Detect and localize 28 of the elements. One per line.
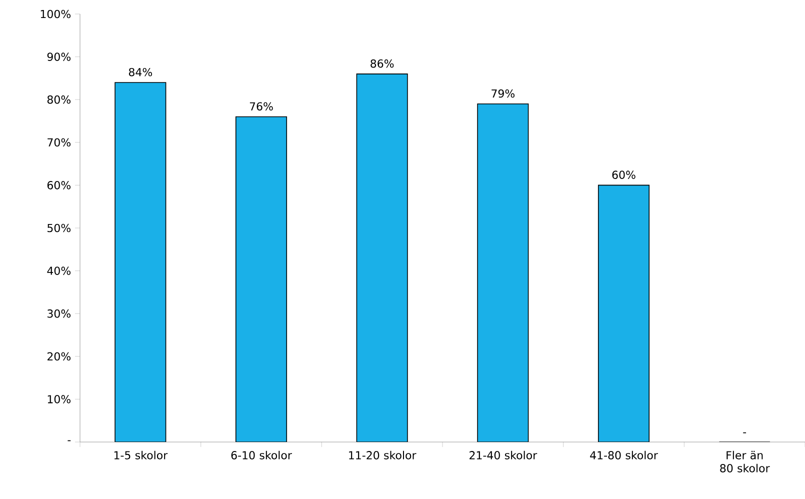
y-tick-label: 100% <box>40 10 71 18</box>
y-tick-label: 80% <box>47 95 71 104</box>
y-tick-label: 30% <box>48 309 71 318</box>
x-tick-label: Fler än 80 skolor <box>720 450 770 472</box>
y-tick-label: 60% <box>47 181 71 190</box>
bar <box>598 184 650 442</box>
x-tick-label: 11-20 skolor <box>349 450 416 460</box>
y-tick-label: - <box>68 440 71 442</box>
data-label: 60% <box>612 170 636 179</box>
data-label: 76% <box>250 102 273 111</box>
x-tick-label: 41-80 skolor <box>590 450 658 460</box>
x-tick-label: 21-40 skolor <box>470 450 538 460</box>
bar <box>114 82 166 442</box>
bar <box>356 74 408 442</box>
data-label: 79% <box>492 89 515 98</box>
y-tick-label: 90% <box>47 52 71 61</box>
data-label: 84% <box>128 68 152 76</box>
bar <box>477 103 529 442</box>
data-label: - <box>743 432 746 434</box>
data-label: 86% <box>370 59 394 68</box>
y-tick-label: 50% <box>48 224 71 232</box>
y-tick-label: 10% <box>48 395 71 404</box>
y-tick-label: 70% <box>48 138 71 147</box>
y-tick-label: 40% <box>47 266 71 275</box>
y-tick-label: 20% <box>47 352 71 361</box>
bar <box>235 116 288 442</box>
x-tick-label: 1-5 skolor <box>114 450 168 460</box>
x-tick-label: 6-10 skolor <box>231 450 292 460</box>
